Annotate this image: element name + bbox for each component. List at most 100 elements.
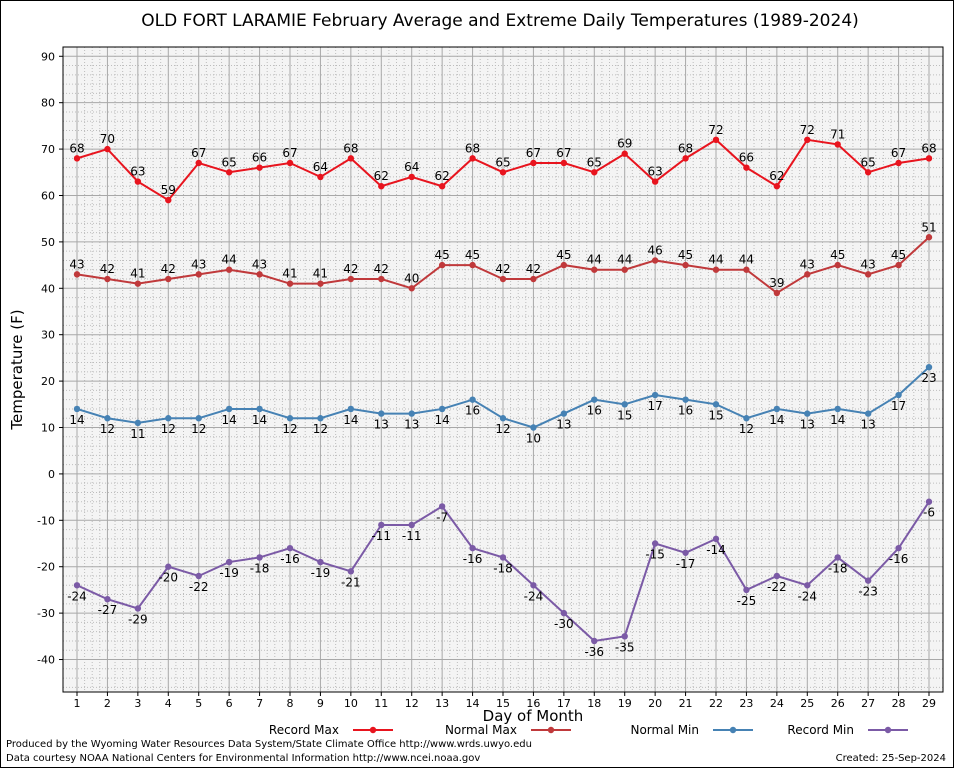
normal-min-point	[712, 401, 720, 408]
normal-min-point	[104, 415, 111, 422]
y-tick-label: -40	[37, 654, 55, 667]
record-max-data-label: 65	[222, 155, 237, 169]
x-axis-label: Day of Month	[483, 707, 584, 725]
x-tick-label: 24	[770, 697, 784, 710]
normal-min-point	[469, 396, 476, 403]
record-min-data-label: -14	[706, 543, 726, 557]
normal-min-point	[225, 405, 233, 413]
normal-max-point	[225, 266, 233, 273]
record-max-point	[743, 164, 750, 171]
record-min-data-label: -21	[341, 575, 361, 589]
x-tick-label: 6	[226, 697, 233, 710]
record-max-point	[104, 145, 111, 153]
normal-min-point	[621, 401, 628, 408]
legend-label-record-min: Record Min	[787, 723, 854, 737]
normal-max-point	[712, 266, 720, 273]
normal-max-point	[438, 261, 446, 269]
record-max-data-label: 65	[861, 155, 876, 169]
x-tick-label: 16	[526, 697, 540, 710]
record-max-data-label: 63	[130, 165, 145, 179]
x-tick-label: 8	[287, 697, 294, 710]
record-min-data-label: -11	[371, 529, 391, 543]
x-tick-label: 1	[74, 697, 81, 710]
record-min-point	[469, 544, 476, 552]
normal-min-data-label: 14	[343, 413, 358, 427]
x-tick-label: 10	[344, 697, 358, 710]
normal-min-point	[773, 405, 781, 413]
normal-min-point	[895, 391, 902, 399]
normal-max-point	[165, 275, 172, 283]
record-min-point	[530, 582, 537, 589]
x-tick-label: 22	[709, 697, 723, 710]
normal-max-data-label: 44	[708, 253, 723, 267]
x-tick-label: 11	[374, 697, 388, 710]
minor-grid	[63, 46, 943, 692]
record-min-point	[834, 554, 841, 561]
record-max-data-label: 72	[800, 123, 815, 137]
record-min-point	[682, 549, 689, 556]
legend-marker-normal-min	[729, 726, 737, 734]
record-min-point	[256, 554, 263, 561]
x-tick-label: 5	[195, 697, 202, 710]
normal-min-data-label: 16	[465, 404, 480, 418]
normal-min-point	[408, 410, 415, 417]
series-record-min: -24 -27 -29 -20 -22 -19 -18 -16 -19 -21 -11 -11 -7 -1…	[67, 498, 935, 659]
normal-min-data-label: 13	[800, 418, 815, 432]
y-tick-label: 50	[41, 236, 55, 249]
y-tick-label: -10	[37, 514, 55, 527]
x-tick-label: 3	[134, 697, 141, 710]
x-tick-label: 12	[405, 697, 419, 710]
normal-min-data-label: 17	[648, 399, 663, 413]
normal-max-point	[73, 271, 81, 278]
record-max-data-label: 65	[495, 155, 510, 169]
normal-max-point	[591, 266, 598, 273]
record-min-data-label: -22	[767, 580, 787, 594]
record-max-point	[591, 169, 598, 176]
normal-max-data-label: 45	[465, 248, 480, 262]
x-tick-label: 23	[739, 697, 753, 710]
record-max-point	[469, 155, 476, 162]
record-max-data-label: 68	[921, 141, 936, 155]
record-max-point	[408, 173, 415, 181]
x-tick-label: 25	[800, 697, 814, 710]
record-min-point	[560, 609, 568, 617]
series-normal-max: 43 42 41 42 43 44 43 41 41 42 42 40 45 45 42 42 45 44 44 46…	[69, 220, 937, 297]
x-tick-label: 9	[317, 697, 324, 710]
series-layer: 68 70 63 59 67 65 66 67 64 68 62 64 62 68 65 67 67 65 69 63…	[67, 123, 936, 659]
record-max-point	[73, 155, 81, 162]
normal-min-point	[682, 396, 689, 403]
record-min-data-label: -22	[189, 580, 209, 594]
record-min-data-label: -19	[219, 566, 239, 580]
normal-min-data-label: 12	[191, 422, 206, 436]
record-min-data-label: -16	[889, 552, 909, 566]
record-min-data-label: -36	[584, 645, 604, 659]
record-max-data-label: 66	[739, 151, 754, 165]
legend-label-record-max: Record Max	[269, 723, 339, 737]
normal-max-point	[651, 257, 659, 264]
footer-produced-by: Produced by the Wyoming Water Resources …	[6, 739, 532, 750]
normal-max-point	[530, 275, 537, 283]
normal-max-data-label: 46	[648, 243, 663, 257]
normal-max-point	[864, 271, 872, 278]
normal-min-data-label: 13	[404, 418, 419, 432]
y-tick-label: -30	[37, 607, 55, 620]
record-max-data-label: 64	[313, 160, 328, 174]
normal-max-point	[378, 275, 385, 283]
normal-max-data-label: 43	[861, 257, 876, 271]
record-max-data-label: 63	[648, 165, 663, 179]
record-max-data-label: 59	[161, 183, 176, 197]
legend-marker-normal-max	[547, 726, 555, 734]
normal-min-point	[560, 410, 568, 417]
record-min-point	[286, 544, 294, 552]
normal-min-point	[591, 396, 598, 403]
y-tick-label: 10	[41, 422, 55, 435]
x-tick-labels: 1 2 3 4 5 6 7 8 9 10 11 12 13 14 15 16 17 18 19 20 21 22 23 24 2…	[74, 697, 937, 710]
record-min-data-label: -19	[311, 566, 331, 580]
normal-min-data-label: 14	[435, 413, 450, 427]
normal-max-data-label: 42	[161, 262, 176, 276]
normal-max-point	[621, 266, 628, 273]
record-min-data-label: -24	[797, 589, 817, 603]
x-tick-label: 26	[831, 697, 845, 710]
normal-min-data-label: 15	[617, 408, 632, 422]
